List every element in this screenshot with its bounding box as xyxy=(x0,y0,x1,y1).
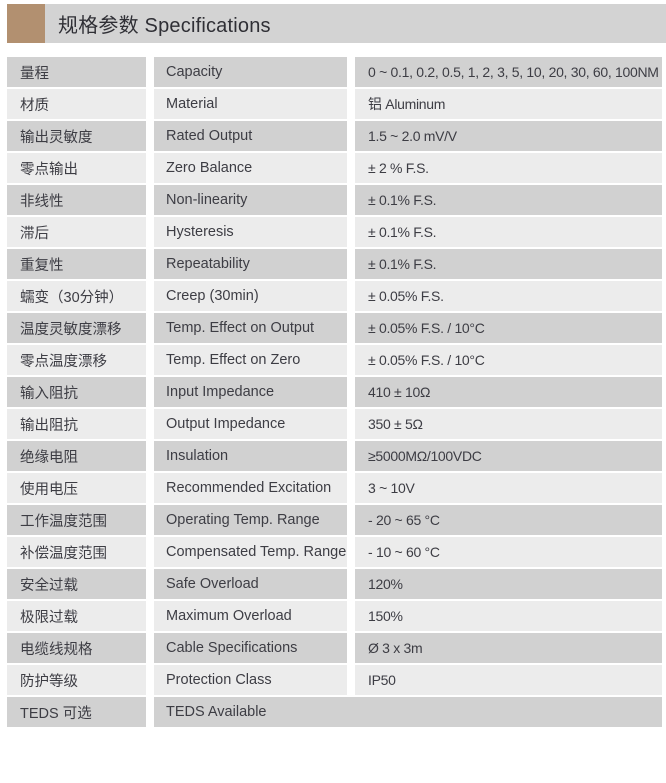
spec-label-cn: 工作温度范围 xyxy=(7,505,154,537)
spec-label-en: Insulation xyxy=(154,441,355,473)
spec-label-en: Operating Temp. Range xyxy=(154,505,355,537)
spec-label-en: Output Impedance xyxy=(154,409,355,441)
spec-label-cn: 安全过载 xyxy=(7,569,154,601)
spec-label-cn: 蠕变（30分钟） xyxy=(7,281,154,313)
spec-value: ± 0.1% F.S. xyxy=(355,185,662,217)
spec-label-en: Maximum Overload xyxy=(154,601,355,633)
spec-value: 150% xyxy=(355,601,662,633)
spec-label-en: Non-linearity xyxy=(154,185,355,217)
specs-table-body: 量程 Capacity 0 ~ 0.1, 0.2, 0.5, 1, 2, 3, … xyxy=(7,57,662,729)
spec-label-en: Material xyxy=(154,89,355,121)
spec-value: 铝 Aluminum xyxy=(355,89,662,121)
spec-label-en: Repeatability xyxy=(154,249,355,281)
spec-value: 0 ~ 0.1, 0.2, 0.5, 1, 2, 3, 5, 10, 20, 3… xyxy=(355,57,662,89)
spec-value: 3 ~ 10V xyxy=(355,473,662,505)
spec-label-cn: 输出阻抗 xyxy=(7,409,154,441)
table-row: 安全过载 Safe Overload 120% xyxy=(7,569,662,601)
table-row: 绝缘电阻 Insulation ≥5000MΩ/100VDC xyxy=(7,441,662,473)
spec-label-en: Input Impedance xyxy=(154,377,355,409)
spec-label-en: Safe Overload xyxy=(154,569,355,601)
spec-label-cn: 重复性 xyxy=(7,249,154,281)
spec-label-en: Hysteresis xyxy=(154,217,355,249)
spec-value: IP50 xyxy=(355,665,662,697)
spec-value: - 10 ~ 60 °C xyxy=(355,537,662,569)
table-row: 量程 Capacity 0 ~ 0.1, 0.2, 0.5, 1, 2, 3, … xyxy=(7,57,662,89)
table-row: 输入阻抗 Input Impedance 410 ± 10Ω xyxy=(7,377,662,409)
spec-value: ± 2 % F.S. xyxy=(355,153,662,185)
spec-label-en: Creep (30min) xyxy=(154,281,355,313)
spec-value: ≥5000MΩ/100VDC xyxy=(355,441,662,473)
spec-value: ± 0.05% F.S. / 10°C xyxy=(355,345,662,377)
spec-value: ± 0.1% F.S. xyxy=(355,249,662,281)
spec-value: ± 0.1% F.S. xyxy=(355,217,662,249)
table-row: 非线性 Non-linearity ± 0.1% F.S. xyxy=(7,185,662,217)
spec-label-cn: 零点温度漂移 xyxy=(7,345,154,377)
title-band: 规格参数 Specifications xyxy=(45,4,666,43)
table-row: 补偿温度范围 Compensated Temp. Range - 10 ~ 60… xyxy=(7,537,662,569)
spec-label-en: Rated Output xyxy=(154,121,355,153)
table-row: 使用电压 Recommended Excitation 3 ~ 10V xyxy=(7,473,662,505)
spec-label-en: Capacity xyxy=(154,57,355,89)
table-row: 输出灵敏度 Rated Output 1.5 ~ 2.0 mV/V xyxy=(7,121,662,153)
table-row: 极限过载 Maximum Overload 150% xyxy=(7,601,662,633)
table-row: 蠕变（30分钟） Creep (30min) ± 0.05% F.S. xyxy=(7,281,662,313)
spec-value: 410 ± 10Ω xyxy=(355,377,662,409)
spec-label-cn: 零点输出 xyxy=(7,153,154,185)
table-row: TEDS 可选 TEDS Available xyxy=(7,697,662,729)
spec-label-cn: 非线性 xyxy=(7,185,154,217)
section-header: 规格参数 Specifications xyxy=(7,4,666,43)
spec-value: 1.5 ~ 2.0 mV/V xyxy=(355,121,662,153)
accent-square-icon xyxy=(7,4,45,43)
spec-label-cn: 绝缘电阻 xyxy=(7,441,154,473)
spec-label-en: TEDS Available xyxy=(154,697,662,729)
spec-label-cn: 滞后 xyxy=(7,217,154,249)
spec-label-cn: 防护等级 xyxy=(7,665,154,697)
spec-value: 120% xyxy=(355,569,662,601)
spec-label-cn: 输入阻抗 xyxy=(7,377,154,409)
spec-label-cn: 极限过载 xyxy=(7,601,154,633)
table-row: 重复性 Repeatability ± 0.1% F.S. xyxy=(7,249,662,281)
table-row: 温度灵敏度漂移 Temp. Effect on Output ± 0.05% F… xyxy=(7,313,662,345)
spec-label-en: Zero Balance xyxy=(154,153,355,185)
spec-label-cn: 量程 xyxy=(7,57,154,89)
table-row: 防护等级 Protection Class IP50 xyxy=(7,665,662,697)
spec-label-cn: 补偿温度范围 xyxy=(7,537,154,569)
spec-label-cn: TEDS 可选 xyxy=(7,697,154,729)
spec-label-cn: 电缆线规格 xyxy=(7,633,154,665)
spec-label-en: Temp. Effect on Zero xyxy=(154,345,355,377)
spec-label-cn: 输出灵敏度 xyxy=(7,121,154,153)
spec-label-cn: 材质 xyxy=(7,89,154,121)
spec-label-en: Cable Specifications xyxy=(154,633,355,665)
table-row: 电缆线规格 Cable Specifications Ø 3 x 3m xyxy=(7,633,662,665)
spec-sheet: 规格参数 Specifications 量程 Capacity 0 ~ 0.1,… xyxy=(0,4,666,729)
specs-table: 量程 Capacity 0 ~ 0.1, 0.2, 0.5, 1, 2, 3, … xyxy=(7,57,662,729)
spec-value: ± 0.05% F.S. / 10°C xyxy=(355,313,662,345)
spec-label-en: Recommended Excitation xyxy=(154,473,355,505)
spec-label-en: Compensated Temp. Range xyxy=(154,537,355,569)
spec-label-cn: 温度灵敏度漂移 xyxy=(7,313,154,345)
table-row: 输出阻抗 Output Impedance 350 ± 5Ω xyxy=(7,409,662,441)
page-title: 规格参数 Specifications xyxy=(58,15,271,37)
table-row: 工作温度范围 Operating Temp. Range - 20 ~ 65 °… xyxy=(7,505,662,537)
table-row: 零点输出 Zero Balance ± 2 % F.S. xyxy=(7,153,662,185)
table-row: 材质 Material 铝 Aluminum xyxy=(7,89,662,121)
table-row: 滞后 Hysteresis ± 0.1% F.S. xyxy=(7,217,662,249)
spec-label-cn: 使用电压 xyxy=(7,473,154,505)
spec-value: 350 ± 5Ω xyxy=(355,409,662,441)
spec-value: - 20 ~ 65 °C xyxy=(355,505,662,537)
spec-value: ± 0.05% F.S. xyxy=(355,281,662,313)
spec-label-en: Protection Class xyxy=(154,665,355,697)
table-row: 零点温度漂移 Temp. Effect on Zero ± 0.05% F.S.… xyxy=(7,345,662,377)
spec-value: Ø 3 x 3m xyxy=(355,633,662,665)
spec-label-en: Temp. Effect on Output xyxy=(154,313,355,345)
